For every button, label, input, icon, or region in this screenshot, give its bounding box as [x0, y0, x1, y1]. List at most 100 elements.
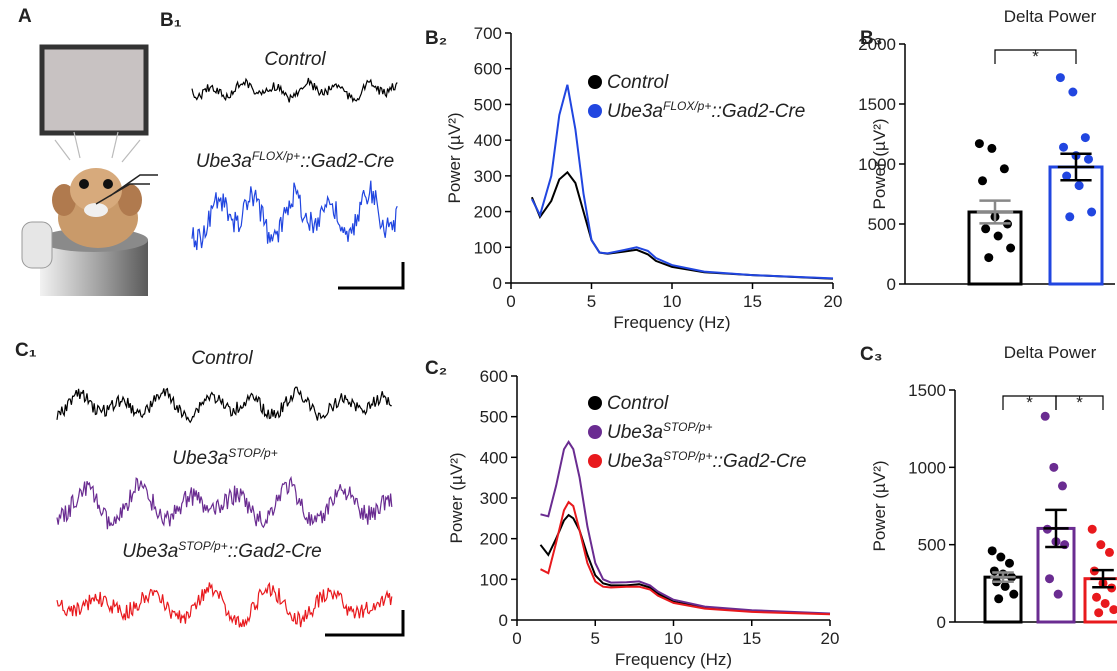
data-point	[1074, 181, 1084, 191]
data-point	[1065, 212, 1075, 222]
error-bar	[1057, 152, 1095, 182]
legend-marker	[588, 425, 602, 439]
legend-marker	[588, 454, 602, 468]
data-point	[978, 176, 988, 186]
data-point	[1004, 558, 1014, 568]
y-axis-label: Power (µV²)	[447, 452, 466, 543]
y-tick-label: 1500	[858, 95, 896, 114]
y-tick-label: 200	[480, 530, 508, 549]
data-point	[1104, 547, 1114, 557]
data-point	[1092, 592, 1102, 602]
x-tick-label: 10	[664, 629, 683, 648]
scale-bars	[325, 262, 405, 637]
y-tick-label: 0	[937, 613, 946, 632]
series-line	[539, 513, 831, 615]
legend-marker	[588, 396, 602, 410]
eeg-trace	[56, 475, 393, 530]
series-line	[530, 170, 834, 280]
legend-label: Control	[607, 393, 669, 414]
y-tick-label: 300	[474, 167, 502, 186]
y-tick-label: 0	[499, 611, 508, 630]
data-point	[974, 139, 984, 149]
data-point	[999, 164, 1009, 174]
data-point	[1087, 524, 1097, 534]
y-tick-label: 1000	[858, 155, 896, 174]
legend-label: Ube3aSTOP/p+	[607, 420, 712, 443]
trace-label: Control	[191, 348, 253, 369]
significance-label: *	[1026, 393, 1033, 412]
series-line	[540, 440, 831, 615]
y-tick-label: 2000	[858, 35, 896, 54]
x-tick-label: 5	[591, 629, 600, 648]
panel-label: C₃	[860, 344, 883, 365]
legend-label: Ube3aSTOP/p+::Gad2-Cre	[607, 449, 806, 472]
data-point	[1057, 481, 1067, 491]
trace-label: Ube3aSTOP/p+	[172, 446, 277, 469]
legend-marker	[588, 75, 602, 89]
panel-label: B₃	[860, 28, 883, 49]
data-point	[994, 594, 1004, 604]
data-point	[1040, 411, 1050, 421]
data-point	[1049, 462, 1059, 472]
y-tick-label: 100	[480, 570, 508, 589]
data-point	[1000, 581, 1010, 591]
mouse-illustration	[21, 44, 158, 296]
trace-label: Ube3aSTOP/p+::Gad2-Cre	[122, 539, 321, 562]
data-point	[1080, 133, 1090, 143]
y-axis-label: Power (µV²)	[445, 112, 464, 203]
data-point	[987, 546, 997, 556]
x-tick-label: 15	[743, 292, 762, 311]
eeg-traces	[56, 77, 398, 628]
eeg-trace	[191, 180, 398, 251]
series-line	[531, 84, 834, 280]
y-tick-label: 0	[493, 274, 502, 293]
y-tick-label: 400	[480, 448, 508, 467]
data-point	[981, 224, 991, 234]
y-axis-label: Power (µV²)	[870, 118, 889, 209]
significance-label: *	[1076, 393, 1083, 412]
x-axis-label: Frequency (Hz)	[613, 313, 730, 332]
y-tick-label: 100	[474, 238, 502, 257]
data-point	[1053, 589, 1063, 599]
data-point	[1055, 73, 1065, 83]
trace-label: Control	[264, 49, 326, 70]
data-point	[1109, 605, 1117, 615]
y-tick-label: 500	[474, 95, 502, 114]
y-tick-label: 1500	[908, 381, 946, 400]
data-point	[1096, 540, 1106, 550]
y-tick-label: 600	[480, 367, 508, 386]
error-bar	[990, 571, 1016, 584]
y-tick-label: 600	[474, 60, 502, 79]
y-tick-label: 1000	[908, 458, 946, 477]
panel-label: A	[18, 6, 32, 27]
legend-label: Ube3aFLOX/p+::Gad2-Cre	[607, 99, 805, 122]
legend-label: Control	[607, 72, 669, 93]
data-point	[987, 143, 997, 153]
data-point	[1059, 142, 1069, 152]
series-line	[540, 500, 831, 616]
chart-title: Delta Power	[1004, 343, 1097, 362]
legend-marker	[588, 104, 602, 118]
data-point	[1083, 154, 1093, 164]
eeg-trace	[56, 386, 392, 424]
chart-title: Delta Power	[1004, 7, 1097, 26]
data-point	[1100, 598, 1110, 608]
x-tick-label: 20	[824, 292, 843, 311]
data-point	[1009, 589, 1019, 599]
y-tick-label: 300	[480, 489, 508, 508]
eeg-trace	[56, 581, 393, 628]
x-tick-label: 10	[663, 292, 682, 311]
error-bar	[1090, 568, 1116, 589]
x-tick-label: 20	[821, 629, 840, 648]
trace-label: Ube3aFLOX/p+::Gad2-Cre	[196, 149, 394, 172]
x-tick-label: 15	[742, 629, 761, 648]
y-tick-label: 200	[474, 203, 502, 222]
significance-bracket	[994, 49, 1077, 64]
panel-label: C₂	[425, 358, 447, 379]
data-point	[1068, 87, 1078, 97]
x-axis-label: Frequency (Hz)	[615, 650, 732, 669]
y-tick-label: 0	[887, 275, 896, 294]
x-tick-label: 0	[512, 629, 521, 648]
data-point	[1045, 574, 1055, 584]
